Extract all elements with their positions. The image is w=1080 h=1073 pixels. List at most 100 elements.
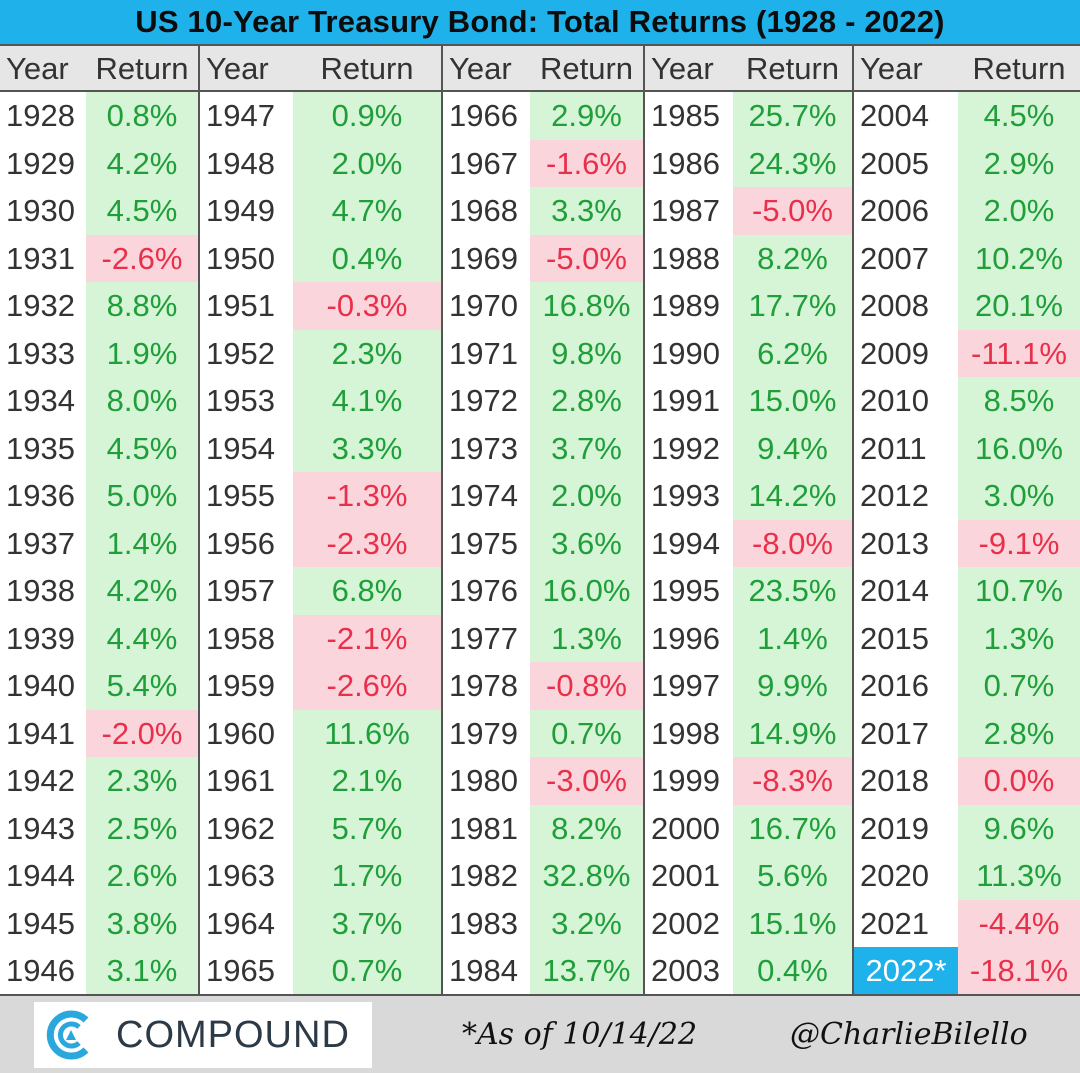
return-cell: 1.9% bbox=[86, 329, 198, 377]
return-cell: 2.5% bbox=[86, 804, 198, 852]
year-cell: 1933 bbox=[6, 335, 75, 371]
return-cell: -1.3% bbox=[293, 472, 441, 520]
year-cell: 1931 bbox=[6, 240, 75, 276]
year-cell: 1987 bbox=[651, 193, 720, 228]
year-cell: 1981 bbox=[449, 810, 518, 846]
return-cell: 1.7% bbox=[293, 852, 441, 900]
year-cell: 1935 bbox=[6, 430, 75, 466]
year-cell: 1973 bbox=[449, 430, 518, 466]
year-cell: 1948 bbox=[206, 145, 275, 181]
year-cell: 1932 bbox=[6, 288, 75, 323]
year-cell: 1930 bbox=[6, 193, 75, 228]
return-cell: -8.0% bbox=[733, 519, 852, 567]
year-cell: 1979 bbox=[449, 715, 518, 751]
return-cell: 8.5% bbox=[958, 377, 1080, 425]
year-cell: 1960 bbox=[206, 715, 275, 751]
return-cell: 6.2% bbox=[733, 329, 852, 377]
return-cell: -0.3% bbox=[293, 282, 441, 330]
return-cell: 16.0% bbox=[530, 567, 643, 615]
year-cell: 1952 bbox=[206, 335, 275, 371]
year-cell: 1942 bbox=[6, 763, 75, 798]
year-cell: 2004 bbox=[860, 98, 929, 133]
return-cell: 1.4% bbox=[733, 614, 852, 662]
header-year-3: Year bbox=[449, 51, 512, 86]
return-cell: 24.3% bbox=[733, 139, 852, 187]
return-cell: 6.8% bbox=[293, 567, 441, 615]
year-cell: 1965 bbox=[206, 953, 275, 988]
year-cell: 1943 bbox=[6, 810, 75, 846]
year-cell: 1945 bbox=[6, 905, 75, 941]
year-cell: 1968 bbox=[449, 193, 518, 228]
return-cell: 4.7% bbox=[293, 187, 441, 235]
return-cell: 0.8% bbox=[86, 92, 198, 140]
year-cell: 2022* bbox=[854, 947, 958, 995]
year-cell: 1985 bbox=[651, 98, 720, 133]
year-cell: 1980 bbox=[449, 763, 518, 798]
return-cell: 5.6% bbox=[733, 852, 852, 900]
year-cell: 1971 bbox=[449, 335, 518, 371]
year-cell: 1951 bbox=[206, 288, 275, 323]
year-cell: 1997 bbox=[651, 668, 720, 703]
return-cell: 0.7% bbox=[958, 662, 1080, 710]
year-cell: 2019 bbox=[860, 810, 929, 846]
return-cell: 13.7% bbox=[530, 947, 643, 995]
year-cell: 2015 bbox=[860, 620, 929, 656]
return-cell: 23.5% bbox=[733, 567, 852, 615]
return-cell: -9.1% bbox=[958, 519, 1080, 567]
year-cell: 2011 bbox=[860, 430, 927, 466]
year-cell: 1983 bbox=[449, 905, 518, 941]
return-cell: 5.7% bbox=[293, 804, 441, 852]
header-return-5: Return bbox=[972, 51, 1066, 86]
return-cell: 4.5% bbox=[86, 424, 198, 472]
return-cell: 2.9% bbox=[958, 139, 1080, 187]
year-cell: 1998 bbox=[651, 715, 720, 751]
return-cell: 10.2% bbox=[958, 234, 1080, 282]
year-cell: 1984 bbox=[449, 953, 518, 988]
return-cell: 2.0% bbox=[958, 187, 1080, 235]
return-cell: 3.7% bbox=[293, 899, 441, 947]
return-cell: 3.2% bbox=[530, 899, 643, 947]
year-cell: 1996 bbox=[651, 620, 720, 656]
return-cell: 4.2% bbox=[86, 139, 198, 187]
header-year-1: Year bbox=[6, 51, 69, 86]
year-cell: 2001 bbox=[651, 858, 720, 893]
compound-logo-icon bbox=[46, 1010, 89, 1060]
year-cell: 2016 bbox=[860, 668, 929, 703]
year-cell: 1991 bbox=[651, 383, 720, 418]
year-cell: 1939 bbox=[6, 620, 75, 656]
return-cell: 5.4% bbox=[86, 662, 198, 710]
year-cell: 1977 bbox=[449, 620, 518, 656]
year-cell: 2000 bbox=[651, 810, 720, 846]
year-cell: 1949 bbox=[206, 193, 275, 228]
return-cell: 9.8% bbox=[530, 329, 643, 377]
return-cell: 15.1% bbox=[733, 899, 852, 947]
year-cell: 1982 bbox=[449, 858, 518, 893]
return-cell: 4.2% bbox=[86, 567, 198, 615]
year-cell: 2009 bbox=[860, 335, 929, 371]
year-cell: 2005 bbox=[860, 145, 929, 181]
header-bottom-rule bbox=[0, 90, 1080, 92]
year-cell: 2020 bbox=[860, 858, 929, 893]
header-year-4: Year bbox=[651, 51, 714, 86]
return-cell: 0.0% bbox=[958, 757, 1080, 805]
return-cell: 16.8% bbox=[530, 282, 643, 330]
column-divider-4 bbox=[852, 44, 854, 996]
year-cell: 1994 bbox=[651, 525, 720, 561]
year-cell: 1940 bbox=[6, 668, 75, 703]
year-cell: 1975 bbox=[449, 525, 518, 561]
return-cell: -0.8% bbox=[530, 662, 643, 710]
header-return-2: Return bbox=[320, 51, 414, 86]
return-cell: 2.1% bbox=[293, 757, 441, 805]
return-cell: 16.7% bbox=[733, 804, 852, 852]
return-cell: 4.4% bbox=[86, 614, 198, 662]
return-cell: -4.4% bbox=[958, 899, 1080, 947]
year-cell: 2010 bbox=[860, 383, 929, 418]
year-cell: 1946 bbox=[6, 953, 75, 988]
return-cell: 1.3% bbox=[530, 614, 643, 662]
return-cell: 1.3% bbox=[958, 614, 1080, 662]
year-cell: 1990 bbox=[651, 335, 720, 371]
year-cell: 2018 bbox=[860, 763, 929, 798]
return-cell: 0.4% bbox=[733, 947, 852, 995]
return-cell: 2.8% bbox=[530, 377, 643, 425]
